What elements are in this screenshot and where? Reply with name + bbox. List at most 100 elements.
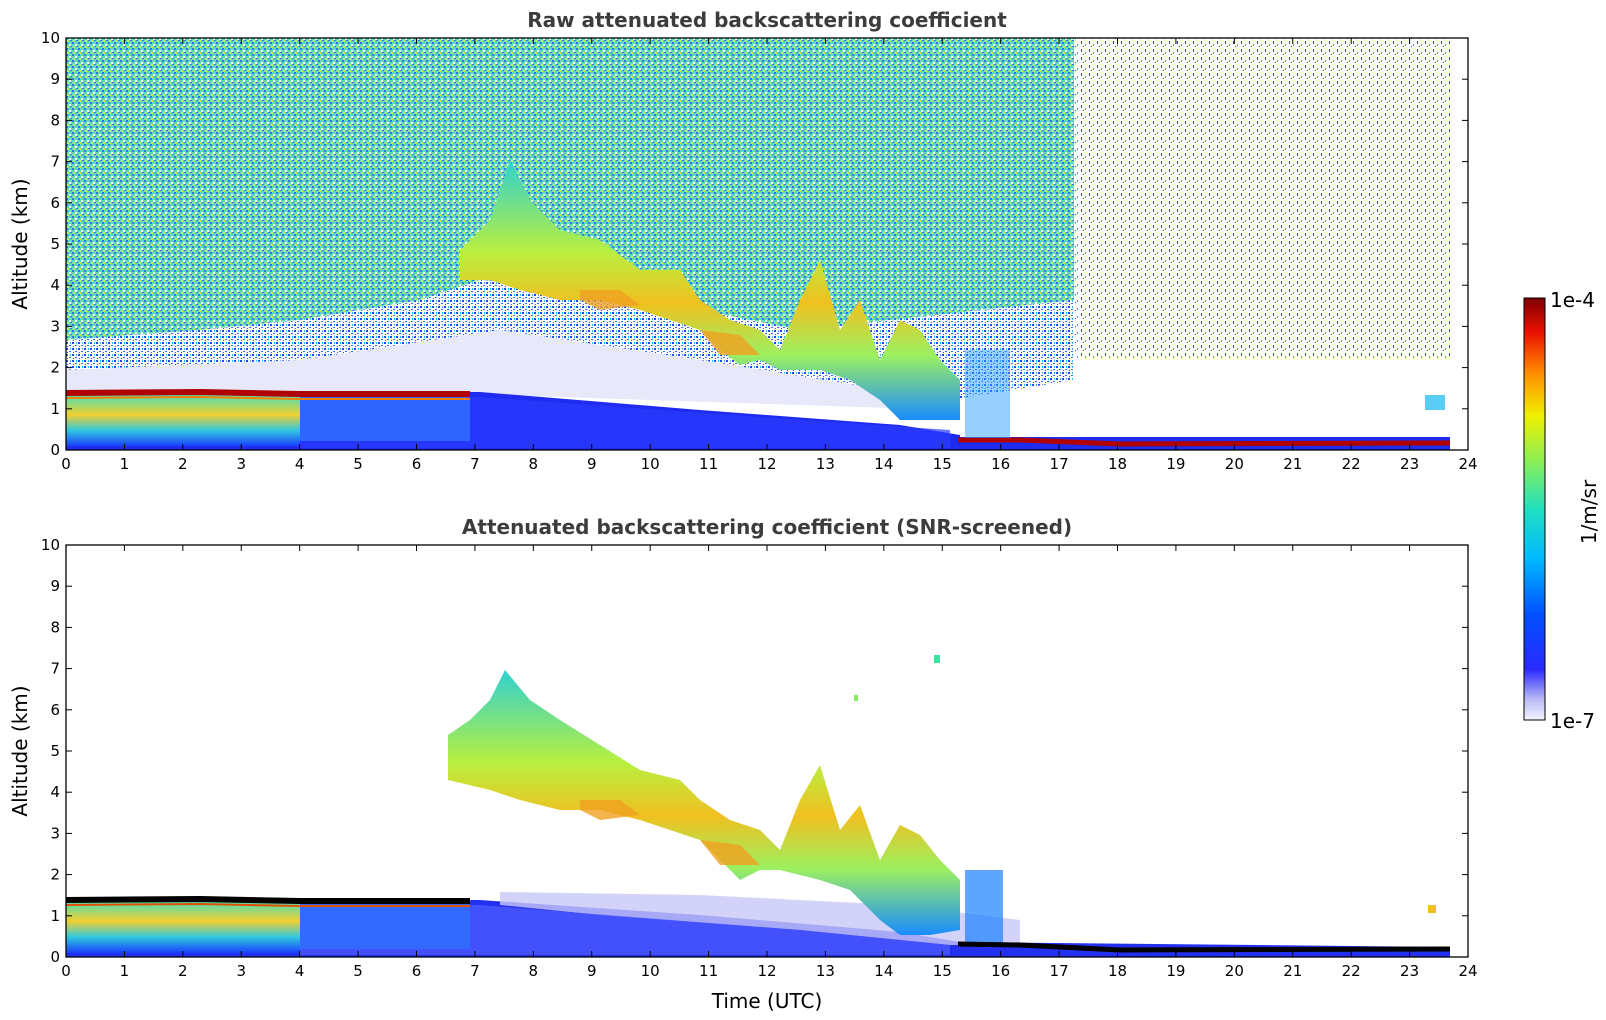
- top-y-axis-label: Altitude (km): [8, 178, 32, 309]
- y-tick-label: 9: [50, 577, 60, 595]
- top-bl-top-line-halo: [66, 395, 470, 400]
- x-tick-label: 17: [1050, 455, 1069, 473]
- bottom-speck-2: [854, 695, 858, 701]
- x-tick-label: 9: [587, 962, 597, 980]
- x-tick-label: 18: [1108, 455, 1127, 473]
- x-tick-label: 11: [699, 455, 718, 473]
- bottom-background: [66, 545, 1468, 957]
- x-tick-label: 13: [816, 455, 835, 473]
- y-tick-label: 9: [50, 70, 60, 88]
- x-tick-label: 1: [120, 962, 130, 980]
- top-bl-top-line: [66, 388, 470, 397]
- y-tick-label: 8: [50, 111, 60, 129]
- bottom-y-ticks: 0 1 2 3 4 5 6 7 8 9 10: [41, 536, 1468, 966]
- top-cloud-core-2: [700, 330, 760, 355]
- x-tick-label: 4: [295, 455, 305, 473]
- y-tick-label: 2: [50, 866, 60, 884]
- y-tick-label: 4: [50, 783, 60, 801]
- x-tick-label: 9: [587, 455, 597, 473]
- x-tick-label: 8: [529, 962, 539, 980]
- bottom-low-cloud-line: [957, 941, 1451, 953]
- top-x-ticks: 0 1 2 3 4 5 6 7 8 9 10 11 12 13 14 15 16 17 18 19 20 21 22 23 24: [61, 38, 1478, 473]
- y-tick-label: 6: [50, 194, 60, 212]
- x-tick-label: 24: [1458, 962, 1477, 980]
- bottom-x-axis-label: Time (UTC): [711, 989, 823, 1013]
- x-tick-label: 18: [1108, 962, 1127, 980]
- x-tick-label: 11: [699, 962, 718, 980]
- x-tick-label: 15: [933, 962, 952, 980]
- top-low-cloud-line: [958, 437, 1451, 447]
- x-tick-label: 19: [1166, 962, 1185, 980]
- x-tick-label: 6: [412, 455, 422, 473]
- y-tick-label: 10: [41, 29, 60, 47]
- x-tick-label: 5: [353, 455, 363, 473]
- x-tick-label: 23: [1400, 962, 1419, 980]
- y-tick-label: 0: [50, 441, 60, 459]
- x-tick-label: 4: [295, 962, 305, 980]
- bottom-cloud-core-2: [700, 840, 760, 865]
- x-tick-label: 14: [874, 455, 893, 473]
- x-tick-label: 0: [61, 455, 71, 473]
- x-tick-label: 8: [529, 455, 539, 473]
- x-tick-label: 20: [1225, 455, 1244, 473]
- x-tick-label: 14: [874, 962, 893, 980]
- top-cloud-core: [580, 290, 640, 310]
- bottom-speck-1: [934, 655, 940, 663]
- colorbar: 1e-4 1e-7 1/m/sr: [1523, 288, 1601, 733]
- x-tick-label: 15: [933, 455, 952, 473]
- top-bl-aerosol-2: [300, 396, 470, 441]
- colorbar-unit-label: 1/m/sr: [1577, 479, 1601, 544]
- bottom-bl-top-line: [66, 895, 470, 904]
- y-tick-label: 7: [50, 153, 60, 171]
- x-tick-label: 6: [412, 962, 422, 980]
- colorbar-min-label: 1e-7: [1550, 709, 1595, 733]
- y-tick-label: 3: [50, 317, 60, 335]
- y-tick-label: 7: [50, 660, 60, 678]
- top-cloud-band: [460, 160, 960, 420]
- x-tick-label: 22: [1342, 455, 1361, 473]
- x-tick-label: 23: [1400, 455, 1419, 473]
- y-tick-label: 3: [50, 824, 60, 842]
- x-tick-label: 22: [1342, 962, 1361, 980]
- bottom-plumes: [965, 870, 1003, 945]
- x-tick-label: 1: [120, 455, 130, 473]
- y-tick-label: 5: [50, 235, 60, 253]
- top-panel-title: Raw attenuated backscattering coefficien…: [527, 8, 1007, 32]
- bottom-cloud-band: [448, 670, 960, 935]
- colorbar-max-label: 1e-4: [1550, 288, 1595, 312]
- y-tick-label: 0: [50, 948, 60, 966]
- x-tick-label: 10: [641, 962, 660, 980]
- x-tick-label: 17: [1050, 962, 1069, 980]
- x-tick-label: 2: [178, 962, 188, 980]
- x-tick-label: 21: [1283, 455, 1302, 473]
- top-noise-light: [66, 330, 950, 410]
- top-scattered-plumes: [965, 350, 1010, 438]
- x-tick-label: 7: [470, 962, 480, 980]
- x-tick-label: 16: [991, 962, 1010, 980]
- y-tick-label: 10: [41, 536, 60, 554]
- top-noise-sparse: [1074, 38, 1450, 358]
- y-tick-label: 6: [50, 701, 60, 719]
- top-panel: Raw attenuated backscattering coefficien…: [8, 8, 1478, 473]
- bottom-right-feature: [1428, 905, 1436, 913]
- x-tick-label: 12: [757, 962, 776, 980]
- x-tick-label: 7: [470, 455, 480, 473]
- y-tick-label: 4: [50, 276, 60, 294]
- x-tick-label: 3: [236, 962, 246, 980]
- top-y-ticks: 0 1 2 3 4 5 6 7 8 9 10: [41, 29, 1468, 459]
- x-tick-label: 24: [1458, 455, 1477, 473]
- x-tick-label: 12: [757, 455, 776, 473]
- top-right-feature: [1425, 395, 1445, 410]
- x-tick-label: 20: [1225, 962, 1244, 980]
- x-tick-label: 3: [236, 455, 246, 473]
- bottom-cloud-core: [580, 800, 640, 820]
- y-tick-label: 2: [50, 359, 60, 377]
- y-tick-label: 8: [50, 618, 60, 636]
- y-tick-label: 5: [50, 742, 60, 760]
- bottom-y-axis-label: Altitude (km): [8, 685, 32, 816]
- top-heatmap: [66, 38, 1468, 450]
- colorbar-gradient: [1523, 297, 1546, 721]
- y-tick-label: 1: [50, 400, 60, 418]
- bottom-bl-aerosol: [66, 900, 300, 953]
